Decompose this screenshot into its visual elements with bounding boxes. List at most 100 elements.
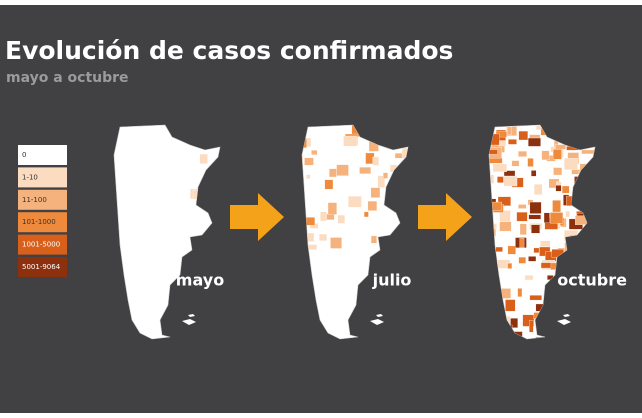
map-region [492,163,507,172]
map-region [503,170,516,177]
legend-swatch [18,212,67,233]
legend-swatch [18,189,67,210]
map-region [529,320,534,333]
map-region [555,185,562,192]
map-region [529,201,542,214]
map-region [489,149,498,155]
map-region [306,137,312,147]
map-region [528,137,541,147]
map-region [564,158,578,171]
map-region [540,240,551,247]
map-region [499,221,512,232]
map-region [497,196,511,206]
map-region [383,172,388,179]
legend-label: 11-100 [22,196,47,204]
map-region [306,174,311,179]
map-region [518,130,529,141]
islands [182,314,196,325]
title: Evolución de casos confirmados [5,36,453,65]
islands [370,314,384,325]
map-region [553,167,563,176]
map-label: mayo [176,271,224,290]
map-region [518,204,527,209]
map-region [377,175,386,188]
map-region [516,211,528,222]
map-region [370,235,377,244]
map-region [367,200,378,211]
map-region [552,149,562,160]
map-region [518,256,526,264]
map-region [499,210,511,222]
map-region [336,164,349,176]
map-region [489,157,503,164]
map-region [348,195,362,208]
map-region [581,149,595,155]
legend: 0 1-10 11-100 101-1000 1001-5000 5001-9064 [18,145,67,277]
legend-label: 0 [22,151,26,159]
map-region [337,214,346,224]
map-region [518,150,527,157]
arrow [230,193,284,241]
map-region [511,160,520,167]
map-region [510,318,518,328]
map-region [503,176,518,187]
map-region [363,211,369,218]
map-region [528,256,537,262]
map-region [527,158,534,167]
map-region [522,314,535,327]
map-region [552,200,561,213]
map-region [507,263,513,269]
map-region [507,245,516,255]
map-region [531,224,540,234]
map-region [320,211,327,222]
map-region [565,211,570,218]
map-region [302,154,304,164]
legend-label: 101-1000 [22,218,56,226]
map-region [370,187,381,198]
map-region [505,299,516,312]
map-region [519,238,525,248]
map-region [529,295,542,301]
legend-swatch [18,167,67,188]
map-region [549,212,564,224]
map-region [528,214,542,220]
map-region [319,233,328,241]
map-region [508,139,517,145]
map-region [324,179,334,190]
map-region [561,185,570,194]
map-region [372,156,379,166]
map-region [524,275,534,281]
map-region [507,126,512,135]
map-region [311,150,318,155]
map-region [327,202,337,215]
map-region [329,168,337,178]
map-region [497,176,504,183]
map-region [343,135,357,147]
map-region [543,212,550,223]
map-region [401,147,408,158]
map-region [536,125,542,130]
map-region [533,247,540,254]
map-region [359,167,371,175]
map-label: julio [372,271,412,290]
map-region [531,170,537,177]
map-region [492,201,502,211]
legend-swatch [18,257,67,277]
map-region [540,262,552,269]
arrow [418,193,472,241]
legend-swatch [18,234,67,255]
map-region [517,288,523,297]
map-region [330,237,342,249]
legend-label: 1001-5000 [22,241,60,249]
map-region [554,144,566,150]
map-region [541,150,550,161]
map-region [304,157,314,166]
map-region [533,184,543,195]
map-label: octubre [557,271,627,290]
islands [557,314,571,325]
legend-swatch [18,145,67,165]
subtitle: mayo a octubre [6,70,129,86]
legend-label: 5001-9064 [22,263,61,271]
